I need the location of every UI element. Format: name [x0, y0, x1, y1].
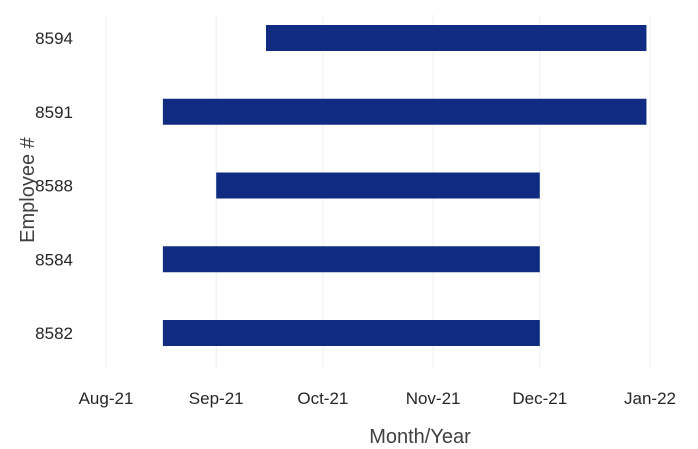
bar-8584 [162, 246, 540, 273]
y-tick-label: 8594 [35, 29, 73, 48]
bar-8582 [162, 320, 540, 346]
bars [162, 25, 647, 346]
x-tick-label: Oct-21 [297, 389, 348, 408]
y-tick-label: 8582 [35, 324, 73, 343]
x-tick-label: Nov-21 [406, 389, 461, 408]
x-tick-label: Dec-21 [512, 389, 567, 408]
y-axis-ticks: 8594 8591 8588 8584 8582 [35, 29, 73, 343]
x-tick-label: Jan-22 [624, 389, 676, 408]
x-tick-label: Aug-21 [79, 389, 134, 408]
y-tick-label: 8591 [35, 103, 73, 122]
x-axis-title: Month/Year [369, 426, 471, 448]
y-axis-title: Employee # [17, 136, 39, 242]
bar-8588 [216, 172, 540, 199]
y-tick-label: 8588 [35, 177, 73, 196]
bar-8591 [162, 98, 647, 125]
bar-8594 [266, 25, 647, 51]
x-axis-ticks: Aug-21 Sep-21 Oct-21 Nov-21 Dec-21 Jan-22 [79, 389, 676, 408]
y-tick-label: 8584 [35, 250, 73, 269]
x-tick-label: Sep-21 [189, 389, 244, 408]
